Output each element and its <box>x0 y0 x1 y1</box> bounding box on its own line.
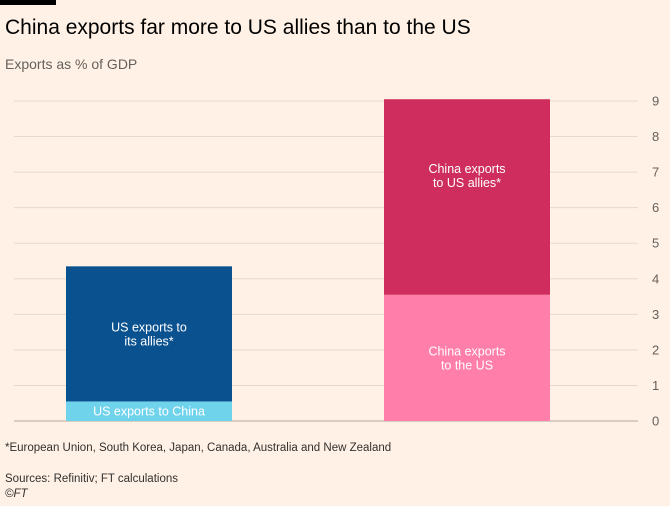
sources: Sources: Refinitiv; FT calculations <box>5 473 178 485</box>
footnote: *European Union, South Korea, Japan, Can… <box>5 442 392 454</box>
y-tick-label: 5 <box>652 236 659 251</box>
y-tick-label: 3 <box>652 307 659 322</box>
y-tick-label: 0 <box>652 414 659 429</box>
y-tick-labels: 0 1 2 3 4 5 6 7 8 9 <box>652 94 659 429</box>
bar-segment-label: US exports to its allies* <box>111 320 187 348</box>
y-tick-label: 2 <box>652 342 659 357</box>
bar-segment-label: China exports to the US <box>428 344 505 372</box>
bar-segment-labels: US exports to China US exports to its alli… <box>93 162 505 419</box>
y-tick-label: 6 <box>652 200 659 215</box>
chart-subtitle: Exports as % of GDP <box>5 56 138 72</box>
bar-segment-label: US exports to China <box>93 405 205 419</box>
y-tick-label: 1 <box>652 378 659 393</box>
chart-title: China exports far more to US allies than… <box>5 16 471 39</box>
y-tick-label: 8 <box>652 129 659 144</box>
ft-top-bar <box>0 0 56 5</box>
bars <box>66 99 550 421</box>
y-tick-label: 7 <box>652 165 659 180</box>
y-tick-label: 4 <box>652 271 659 286</box>
bar-segment-label: China exports to US allies* <box>428 162 505 190</box>
y-tick-label: 9 <box>652 94 659 109</box>
bar-segment <box>66 401 232 421</box>
bar-segment <box>66 266 232 402</box>
bar-segment <box>384 294 550 421</box>
bar-segment <box>384 99 550 295</box>
copyright: ©FT <box>5 488 28 500</box>
